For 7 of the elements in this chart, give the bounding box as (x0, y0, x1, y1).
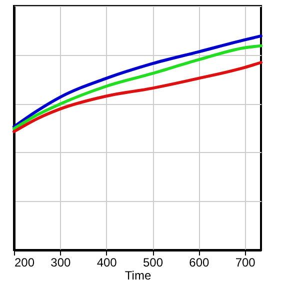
x-tick-label: 600 (189, 256, 210, 270)
x-tick-label: 700 (235, 256, 256, 270)
x-tick-label: 500 (142, 256, 164, 270)
x-tick-label: 300 (50, 256, 71, 270)
x-tick-label: 200 (14, 256, 35, 270)
x-axis-title: Time (124, 268, 152, 282)
x-tick-label: 400 (96, 256, 118, 270)
